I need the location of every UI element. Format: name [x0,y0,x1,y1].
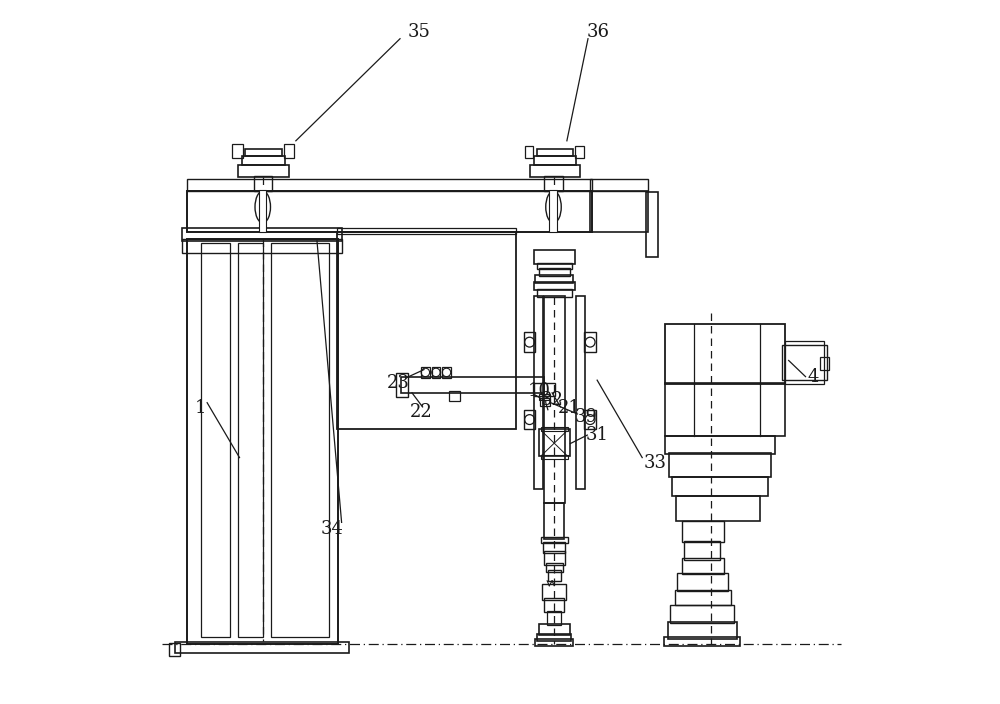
Bar [590,179,648,191]
Bar [432,367,440,378]
Bar [442,367,451,378]
Bar [534,296,543,489]
Bar [576,296,585,489]
Bar [541,537,568,543]
Text: 4: 4 [808,367,819,386]
Bar [242,156,285,165]
Bar [271,243,329,637]
Bar [182,228,342,241]
Bar [525,146,533,158]
Bar [534,383,555,396]
Text: 10: 10 [528,382,551,400]
Bar [584,332,596,352]
Text: 22: 22 [410,403,433,421]
Bar [535,639,573,646]
Bar [524,332,535,352]
Bar [676,496,760,521]
Bar [232,144,243,158]
Bar [542,584,566,600]
Bar [182,239,342,253]
Bar [539,429,570,456]
Bar [238,165,289,177]
Bar [544,551,565,565]
Bar [670,605,734,623]
Bar [677,573,728,591]
Bar [543,542,565,553]
Bar [684,541,720,560]
Bar [646,192,658,257]
Bar [546,563,563,572]
Bar [537,263,572,269]
Bar [547,611,561,625]
Bar [672,477,768,496]
Text: 31: 31 [586,426,609,444]
Bar [535,275,573,283]
Bar [544,176,563,191]
Bar [537,634,571,641]
Bar [534,156,576,165]
Bar [682,521,724,542]
Bar [549,190,557,232]
Ellipse shape [255,191,270,222]
Bar [187,179,592,191]
Bar [664,637,740,646]
Bar [175,642,349,653]
Text: 39: 39 [574,408,597,426]
Bar [544,598,564,612]
Bar [541,455,568,459]
Bar [584,410,596,429]
Text: 23: 23 [386,374,409,392]
Text: 35: 35 [408,23,430,41]
Bar [337,232,516,429]
Bar [537,289,572,297]
Bar [187,191,592,232]
Bar [682,558,724,574]
Bar [575,146,584,158]
Bar [534,250,575,264]
Ellipse shape [546,191,561,222]
Bar [548,570,561,581]
Bar [675,590,731,605]
Text: 36: 36 [587,23,610,41]
Bar [665,324,785,384]
Bar [245,149,282,156]
Bar [544,503,564,539]
Bar [541,427,568,431]
Bar [401,377,544,393]
Bar [785,341,824,384]
Text: 21: 21 [558,399,580,417]
Bar [534,282,575,290]
Bar [539,624,570,635]
Bar [524,410,535,429]
Bar [259,190,266,232]
Bar [782,345,827,380]
Bar [539,394,550,400]
Bar [421,367,430,378]
Bar [820,357,829,370]
Bar [238,243,263,637]
Bar [665,436,775,454]
Text: 32: 32 [541,391,564,409]
Bar [396,373,408,397]
Text: 1: 1 [195,399,207,417]
Bar [449,391,460,401]
Bar [530,165,580,177]
Bar [284,144,294,158]
Bar [337,228,516,234]
Bar [590,191,648,232]
Text: 34: 34 [321,520,344,539]
Bar [544,296,565,503]
Bar [669,453,771,477]
Bar [539,268,570,276]
Bar [254,176,272,191]
Bar [668,622,737,639]
Bar [169,643,180,656]
Text: 33: 33 [643,454,666,472]
Bar [537,149,573,156]
Bar [540,398,550,406]
Bar [201,243,230,637]
Bar [665,383,785,436]
Bar [187,239,338,644]
